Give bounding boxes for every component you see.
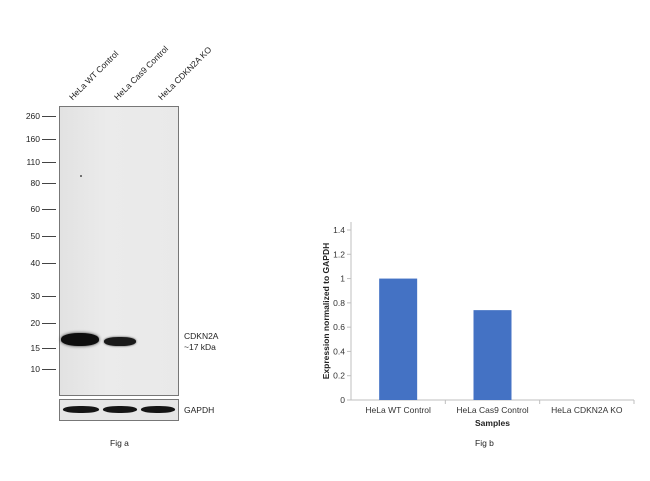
x-tick-label: HeLa CDKN2A KO <box>551 405 623 415</box>
marker-tick <box>42 236 56 237</box>
marker-tick <box>42 162 56 163</box>
y-tick-label: 1 <box>340 274 345 284</box>
marker-110: 110 <box>26 157 40 167</box>
band-gapdh-ko <box>141 406 175 413</box>
marker-tick <box>42 183 56 184</box>
x-tick-label: HeLa WT Control <box>365 405 431 415</box>
marker-tick <box>42 263 56 264</box>
band-cdkn2a-wt <box>61 333 99 346</box>
y-tick-label: 1.4 <box>333 225 345 235</box>
marker-tick <box>42 348 56 349</box>
bar-2 <box>473 310 512 400</box>
marker-10: 10 <box>30 364 40 374</box>
marker-30: 30 <box>30 291 40 301</box>
marker-50: 50 <box>30 231 40 241</box>
gapdh-membrane <box>59 399 179 421</box>
marker-260: 260 <box>25 111 40 121</box>
y-tick-label: 0.2 <box>333 371 345 381</box>
fig-b-caption: Fig b <box>475 438 494 448</box>
target-size-label: ~17 kDa <box>184 342 216 352</box>
marker-15: 15 <box>30 343 40 353</box>
marker-20: 20 <box>30 318 40 328</box>
y-tick-label: 0.4 <box>333 346 345 356</box>
band-gapdh-cas9 <box>103 406 137 413</box>
band-cdkn2a-cas9 <box>104 337 136 346</box>
marker-tick <box>42 116 56 117</box>
blot-membrane <box>59 106 179 396</box>
marker-60: 60 <box>30 204 40 214</box>
bar-1 <box>379 278 418 400</box>
x-tick-label: HeLa Cas9 Control <box>456 405 528 415</box>
marker-tick <box>42 369 56 370</box>
blot-speck <box>80 175 82 177</box>
y-tick-label: 1.2 <box>333 249 345 259</box>
marker-tick <box>42 296 56 297</box>
x-axis-title: Samples <box>475 418 510 428</box>
y-axis-title: Expression normalized to GAPDH <box>321 243 331 380</box>
marker-tick <box>42 139 56 140</box>
marker-40: 40 <box>30 258 40 268</box>
y-tick-label: 0 <box>340 395 345 405</box>
target-protein-label: CDKN2A <box>184 331 219 341</box>
y-tick-label: 0.8 <box>333 298 345 308</box>
marker-80: 80 <box>30 178 40 188</box>
marker-tick <box>42 209 56 210</box>
band-gapdh-wt <box>63 406 99 413</box>
fig-a-caption: Fig a <box>110 438 129 448</box>
loading-control-label: GAPDH <box>184 405 215 415</box>
marker-160: 160 <box>25 134 40 144</box>
y-tick-label: 0.6 <box>333 322 345 332</box>
marker-tick <box>42 323 56 324</box>
